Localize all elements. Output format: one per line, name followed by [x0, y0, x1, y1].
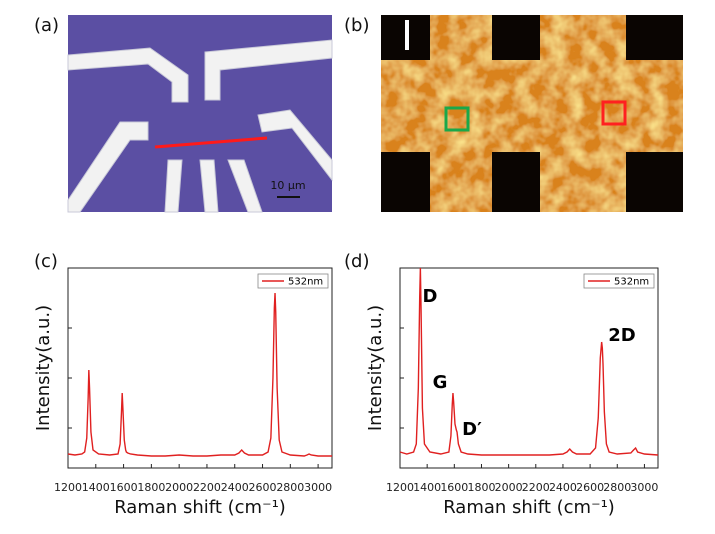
- x-tick-label: 2200: [193, 481, 221, 494]
- raman-map: [381, 15, 683, 212]
- panel-label: (b): [344, 15, 369, 36]
- x-tick-label: 2400: [549, 481, 577, 494]
- x-tick-label: 1200: [54, 481, 82, 494]
- x-tick-label: 2600: [249, 481, 277, 494]
- legend-box: [257, 273, 329, 289]
- x-axis-label: Raman shift (cm⁻¹): [114, 497, 286, 518]
- panel-label: (d): [344, 251, 369, 272]
- legend-box: [583, 273, 655, 289]
- x-tick-label: 1400: [82, 481, 110, 494]
- spectrum-line: [399, 267, 659, 456]
- plot-frame: [399, 267, 659, 469]
- x-tick-label: 1600: [110, 481, 138, 494]
- peak-annotation: 2D: [608, 325, 635, 346]
- panel-label: (a): [34, 15, 59, 36]
- x-tick-label: 3000: [304, 481, 332, 494]
- x-tick-label: 2800: [603, 481, 631, 494]
- x-axis-label: Raman shift (cm⁻¹): [443, 497, 615, 518]
- x-tick-label: 1800: [467, 481, 495, 494]
- x-tick-label: 3000: [630, 481, 658, 494]
- scale-bar-label: 10 μm: [270, 179, 305, 192]
- x-tick-label: 1600: [440, 481, 468, 494]
- x-tick-label: 2000: [495, 481, 523, 494]
- spectrum-line: [67, 292, 332, 457]
- x-tick-label: 2200: [522, 481, 550, 494]
- x-tick-label: 2600: [576, 481, 604, 494]
- panel-label: (c): [34, 251, 58, 272]
- x-tick-label: 2400: [221, 481, 249, 494]
- y-axis-label: Intensity(a.u.): [33, 305, 54, 431]
- x-tick-label: 1800: [137, 481, 165, 494]
- peak-annotation: D: [423, 286, 438, 307]
- legend-label: 532nm: [288, 277, 323, 288]
- x-tick-label: 2800: [276, 481, 304, 494]
- peak-annotation: G: [433, 372, 448, 393]
- x-tick-label: 2000: [165, 481, 193, 494]
- peak-annotation: D′: [462, 419, 482, 440]
- plot-frame: [67, 267, 333, 469]
- y-axis-label: Intensity(a.u.): [365, 305, 386, 431]
- x-tick-label: 1400: [413, 481, 441, 494]
- x-tick-label: 1200: [386, 481, 414, 494]
- optical-image: 10 μm: [67, 15, 333, 213]
- legend-label: 532nm: [614, 277, 649, 288]
